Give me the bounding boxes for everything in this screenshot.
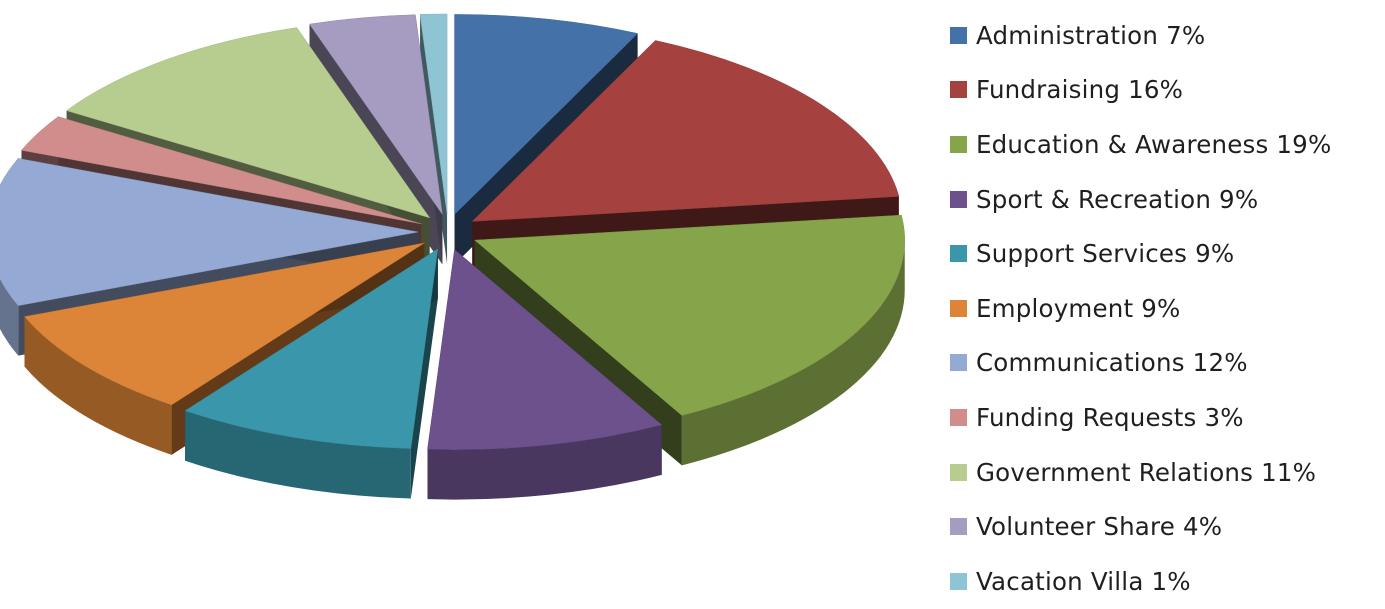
legend-swatch (950, 518, 967, 536)
legend-item-funding-requests: Funding Requests 3% (950, 390, 1380, 445)
legend-item-fundraising: Fundraising 16% (950, 63, 1380, 118)
legend-item-administration: Administration 7% (950, 8, 1380, 63)
legend-label: Education & Awareness 19% (976, 129, 1332, 159)
legend-item-vacation-villa: Vacation Villa 1% (950, 554, 1380, 609)
legend-label: Vacation Villa 1% (976, 566, 1191, 596)
slice-support-services (184, 248, 439, 449)
slice-government-relations (65, 27, 431, 219)
legend-label: Communications 12% (976, 348, 1248, 378)
legend-item-employment: Employment 9% (950, 281, 1380, 336)
legend-label: Employment 9% (976, 293, 1181, 323)
slice-funding-requests (20, 116, 422, 225)
legend-swatch (950, 81, 967, 99)
legend-swatch (950, 408, 967, 426)
legend-label: Volunteer Share 4% (976, 512, 1223, 542)
legend-swatch (950, 26, 967, 44)
legend-item-communications: Communications 12% (950, 336, 1380, 391)
legend-item-volunteer-share: Volunteer Share 4% (950, 499, 1380, 554)
legend-label: Administration 7% (976, 20, 1206, 50)
pie-tops (0, 13, 905, 450)
legend-item-education-awareness: Education & Awareness 19% (950, 117, 1380, 172)
slice-education-awareness (474, 214, 905, 416)
legend-swatch (950, 299, 967, 317)
slice-communications (0, 158, 419, 306)
legend-label: Government Relations 11% (976, 457, 1317, 487)
legend-label: Support Services 9% (976, 239, 1235, 269)
legend-swatch (950, 572, 967, 590)
legend-swatch (950, 135, 967, 153)
slice-vacation-villa (419, 13, 448, 215)
legend-label: Sport & Recreation 9% (976, 184, 1259, 214)
legend-swatch (950, 245, 967, 263)
legend-label: Fundraising 16% (976, 75, 1184, 105)
slice-employment (24, 242, 425, 406)
slice-sport-recreation (427, 249, 663, 450)
legend-item-sport-recreation: Sport & Recreation 9% (950, 172, 1380, 227)
slice-fundraising (471, 40, 900, 222)
legend-label: Funding Requests 3% (976, 402, 1244, 432)
legend-swatch (950, 354, 967, 372)
legend-swatch (950, 463, 967, 481)
slice-administration (454, 14, 639, 216)
legend-item-government-relations: Government Relations 11% (950, 445, 1380, 500)
legend-swatch (950, 190, 967, 208)
slice-volunteer-share (309, 14, 443, 215)
pie-chart (0, 13, 905, 500)
chart-legend: Administration 7% Fundraising 16% Educat… (950, 8, 1380, 609)
legend-item-support-services: Support Services 9% (950, 226, 1380, 281)
